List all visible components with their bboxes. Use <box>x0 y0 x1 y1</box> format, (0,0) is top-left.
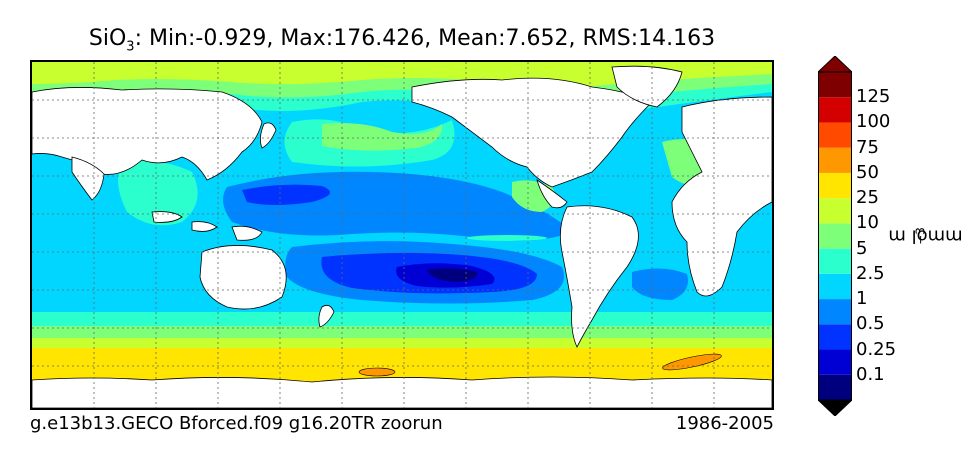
colorbar-segment <box>818 248 852 274</box>
colorbar-extend-min <box>818 399 852 416</box>
new-zealand-landmass <box>318 304 335 328</box>
southern-band-10 <box>32 326 772 340</box>
unit-base: mmol m <box>887 225 963 247</box>
title-stats: : Min:-0.929, Max:176.426, Mean:7.652, R… <box>134 26 716 51</box>
colorbar-segment <box>818 273 852 300</box>
greenland-landmass <box>611 65 683 108</box>
southern-band-5 <box>32 312 772 327</box>
new-guinea-landmass <box>231 225 263 241</box>
colorbar-tick-label: 2.5 <box>856 262 885 284</box>
colorbar-segment <box>818 72 852 98</box>
colorbar-segment <box>818 97 852 123</box>
colorbar-segment <box>818 223 852 249</box>
period-label: 1986-2005 <box>675 413 774 434</box>
australia-landmass <box>199 245 287 310</box>
colorbar-unit-label: mmol m −3 <box>888 186 962 286</box>
north-band-25 <box>32 62 772 88</box>
southern-band-25 <box>32 338 772 350</box>
southern-orange-patch-1 <box>358 367 396 377</box>
pacific-band-0.25-north <box>242 184 330 205</box>
colorbar-segment <box>818 374 852 400</box>
north-pacific-band-10 <box>322 123 443 151</box>
colorbar-segment <box>818 198 852 224</box>
colorbar-tick-label: 0.5 <box>856 313 885 335</box>
colorbar-segment <box>818 299 852 325</box>
map-panel <box>30 60 774 410</box>
colorbar-frame <box>818 71 852 401</box>
central-america-landmass <box>536 179 568 209</box>
south-atlantic-band-0.5 <box>632 268 688 300</box>
colorbar-segment <box>818 122 852 148</box>
graticule <box>32 62 772 408</box>
land-masses <box>32 65 772 408</box>
colorbar-tick-label: 25 <box>856 187 879 209</box>
colorbar-tick-label: 125 <box>856 86 891 108</box>
indonesia-band-5 <box>118 160 198 226</box>
pacific-band-min <box>427 268 478 282</box>
colorbar-tick-label: 100 <box>856 111 891 133</box>
map-canvas <box>32 62 772 408</box>
japan-landmass <box>260 122 277 149</box>
africa-europe-landmass <box>671 96 772 297</box>
colorbar-extend-max <box>818 56 852 73</box>
colorbar-segment <box>818 147 852 173</box>
colorbar-tick-label: 1 <box>856 288 868 310</box>
colorbar-tick-label: 5 <box>856 237 868 259</box>
colorbar <box>818 56 852 416</box>
colorbar-tick-label: 0.1 <box>856 363 885 385</box>
map-title: SiO3: Min:-0.929, Max:176.426, Mean:7.65… <box>30 26 774 54</box>
antarctica-landmass <box>32 376 772 408</box>
north-america-landmass <box>411 77 653 188</box>
south-america-landmass <box>559 205 639 348</box>
colorbar-tick-label: 75 <box>856 136 879 158</box>
colorbar-segment <box>818 324 852 350</box>
colorbar-segment <box>818 349 852 375</box>
equatorial-tongue <box>467 235 547 241</box>
indonesia-island-1 <box>151 211 183 223</box>
indonesia-island-2 <box>191 221 218 232</box>
colorbar-tick-label: 0.25 <box>856 338 897 360</box>
colorbar-tick-label: 10 <box>856 212 879 234</box>
colorbar-tick-label: 50 <box>856 161 879 183</box>
colorbar-segment <box>818 172 852 199</box>
case-name-label: g.e13b13.GECO Bforced.f09 g16.20TR zooru… <box>30 413 443 434</box>
south-asia-landmass <box>71 156 105 201</box>
title-species: SiO <box>88 26 127 51</box>
title-subscript: 3 <box>126 39 135 55</box>
indian-ocean-band <box>32 207 232 289</box>
